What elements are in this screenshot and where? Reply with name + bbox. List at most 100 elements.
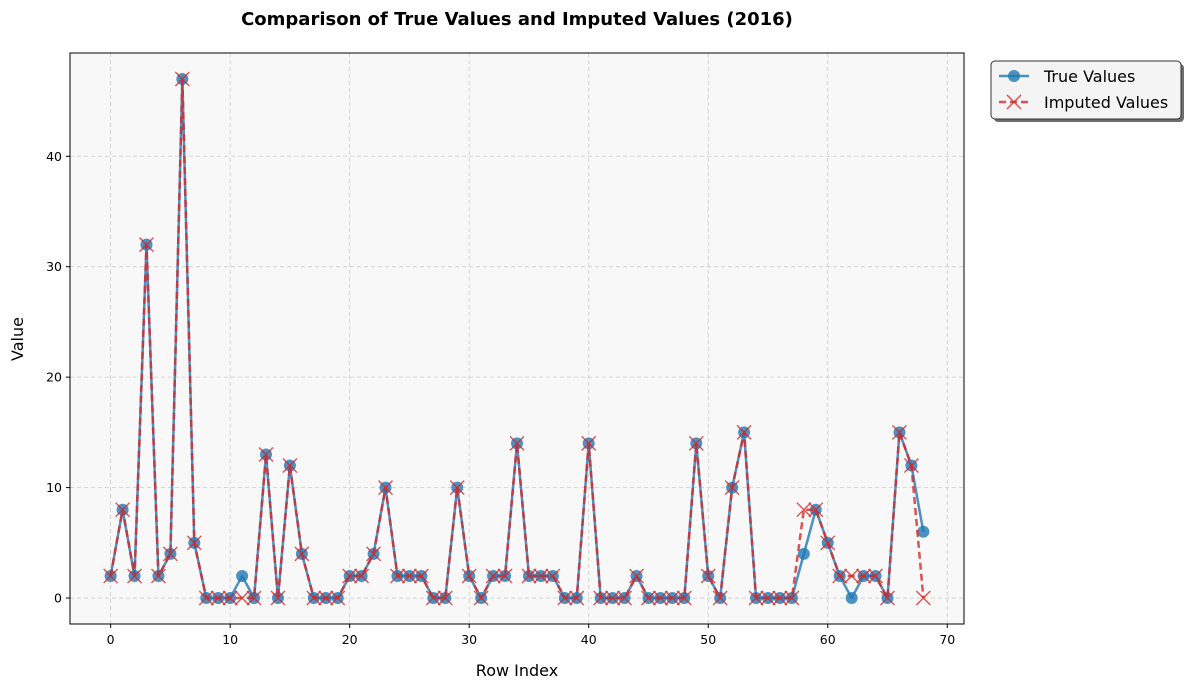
imputed-value-point — [174, 71, 190, 87]
true-value-point — [236, 569, 249, 582]
imputed-value-point — [820, 535, 836, 551]
imputed-value-point — [724, 480, 740, 496]
imputed-value-point — [389, 568, 405, 584]
imputed-value-point — [652, 590, 668, 606]
imputed-value-point — [772, 590, 788, 606]
plot-frame — [69, 52, 965, 625]
series-imputed-values — [103, 71, 931, 606]
imputed-value-point — [342, 568, 358, 584]
series-layer — [103, 71, 931, 606]
imputed-value-point — [401, 568, 417, 584]
x-tick-label: 40 — [581, 632, 597, 647]
imputed-value-point — [246, 590, 262, 606]
imputed-value-point — [485, 568, 501, 584]
imputed-value-point — [844, 568, 860, 584]
imputed-value-point — [736, 424, 752, 440]
imputed-value-point — [103, 568, 119, 584]
y-axis-label: Value — [8, 317, 27, 361]
y-tick-label: 30 — [46, 259, 62, 274]
imputed-value-point — [748, 590, 764, 606]
legend-marker-true — [1008, 70, 1020, 82]
imputed-value-point — [449, 480, 465, 496]
imputed-value-point — [330, 590, 346, 606]
imputed-value-point — [712, 590, 728, 606]
y-tick-label: 0 — [54, 591, 62, 606]
imputed-value-point — [629, 568, 645, 584]
imputed-value-point — [533, 568, 549, 584]
imputed-value-point — [115, 502, 131, 518]
imputed-value-point — [915, 590, 931, 606]
imputed-value-point — [832, 568, 848, 584]
imputed-value-point — [282, 458, 298, 474]
chart-title: Comparison of True Values and Imputed Va… — [241, 9, 793, 30]
imputed-value-point — [437, 590, 453, 606]
imputed-value-point — [521, 568, 537, 584]
imputed-value-point — [700, 568, 716, 584]
y-tick-label: 40 — [46, 149, 62, 164]
legend-label-imputed: Imputed Values — [1044, 93, 1168, 112]
legend: True Values Imputed Values — [990, 60, 1184, 122]
imputed-value-point — [545, 568, 561, 584]
imputed-value-point — [210, 590, 226, 606]
imputed-value-point — [222, 590, 238, 606]
x-axis-label: Row Index — [476, 661, 558, 680]
y-tick-label: 10 — [46, 480, 62, 495]
true-value-point — [797, 547, 810, 560]
imputed-value-point — [150, 568, 166, 584]
imputed-value-point — [509, 435, 525, 451]
imputed-value-point — [354, 568, 370, 584]
imputed-value-point — [617, 590, 633, 606]
axis-ticks: 0 10 20 30 40 50 60 70 0 10 20 30 40 — [46, 149, 955, 647]
true-value-point — [845, 592, 858, 605]
x-tick-label: 20 — [342, 632, 358, 647]
imputed-value-point — [784, 590, 800, 606]
imputed-value-point — [366, 546, 382, 562]
imputed-value-point — [880, 590, 896, 606]
imputed-value-point — [270, 590, 286, 606]
y-tick-label: 20 — [46, 370, 62, 385]
imputed-value-point — [796, 502, 812, 518]
legend-label-true: True Values — [1043, 67, 1135, 86]
legend-marker-imputed — [1006, 94, 1022, 110]
imputed-value-point — [186, 535, 202, 551]
imputed-value-point — [473, 590, 489, 606]
imputed-value-point — [760, 590, 776, 606]
imputed-value-point — [581, 435, 597, 451]
imputed-value-point — [258, 446, 274, 462]
imputed-value-point — [593, 590, 609, 606]
imputed-value-point — [461, 568, 477, 584]
imputed-value-point — [413, 568, 429, 584]
imputed-value-point — [425, 590, 441, 606]
imputed-value-point — [605, 590, 621, 606]
imputed-value-point — [569, 590, 585, 606]
x-tick-label: 30 — [461, 632, 477, 647]
imputed-value-point — [688, 435, 704, 451]
imputed-value-point — [378, 480, 394, 496]
legend-box — [990, 60, 1182, 120]
x-tick-label: 70 — [939, 632, 955, 647]
imputed-value-point — [138, 237, 154, 253]
imputed-value-point — [162, 546, 178, 562]
imputed-value-point — [640, 590, 656, 606]
imputed-value-point — [557, 590, 573, 606]
x-tick-label: 10 — [222, 632, 238, 647]
imputed-value-point — [306, 590, 322, 606]
imputed-values-line — [109, 77, 925, 600]
true-value-point — [917, 525, 930, 538]
imputed-value-point — [891, 424, 907, 440]
x-tick-label: 50 — [700, 632, 716, 647]
imputed-value-point — [127, 568, 143, 584]
imputed-value-point — [808, 502, 824, 518]
imputed-value-point — [234, 590, 250, 606]
imputed-value-point — [198, 590, 214, 606]
plot-area — [70, 53, 964, 624]
imputed-value-point — [497, 568, 513, 584]
imputed-value-point — [664, 590, 680, 606]
imputed-value-point — [676, 590, 692, 606]
imputed-value-point — [294, 546, 310, 562]
imputed-value-point — [318, 590, 334, 606]
x-tick-label: 0 — [107, 632, 115, 647]
imputed-value-point — [868, 568, 884, 584]
x-tick-label: 60 — [820, 632, 836, 647]
